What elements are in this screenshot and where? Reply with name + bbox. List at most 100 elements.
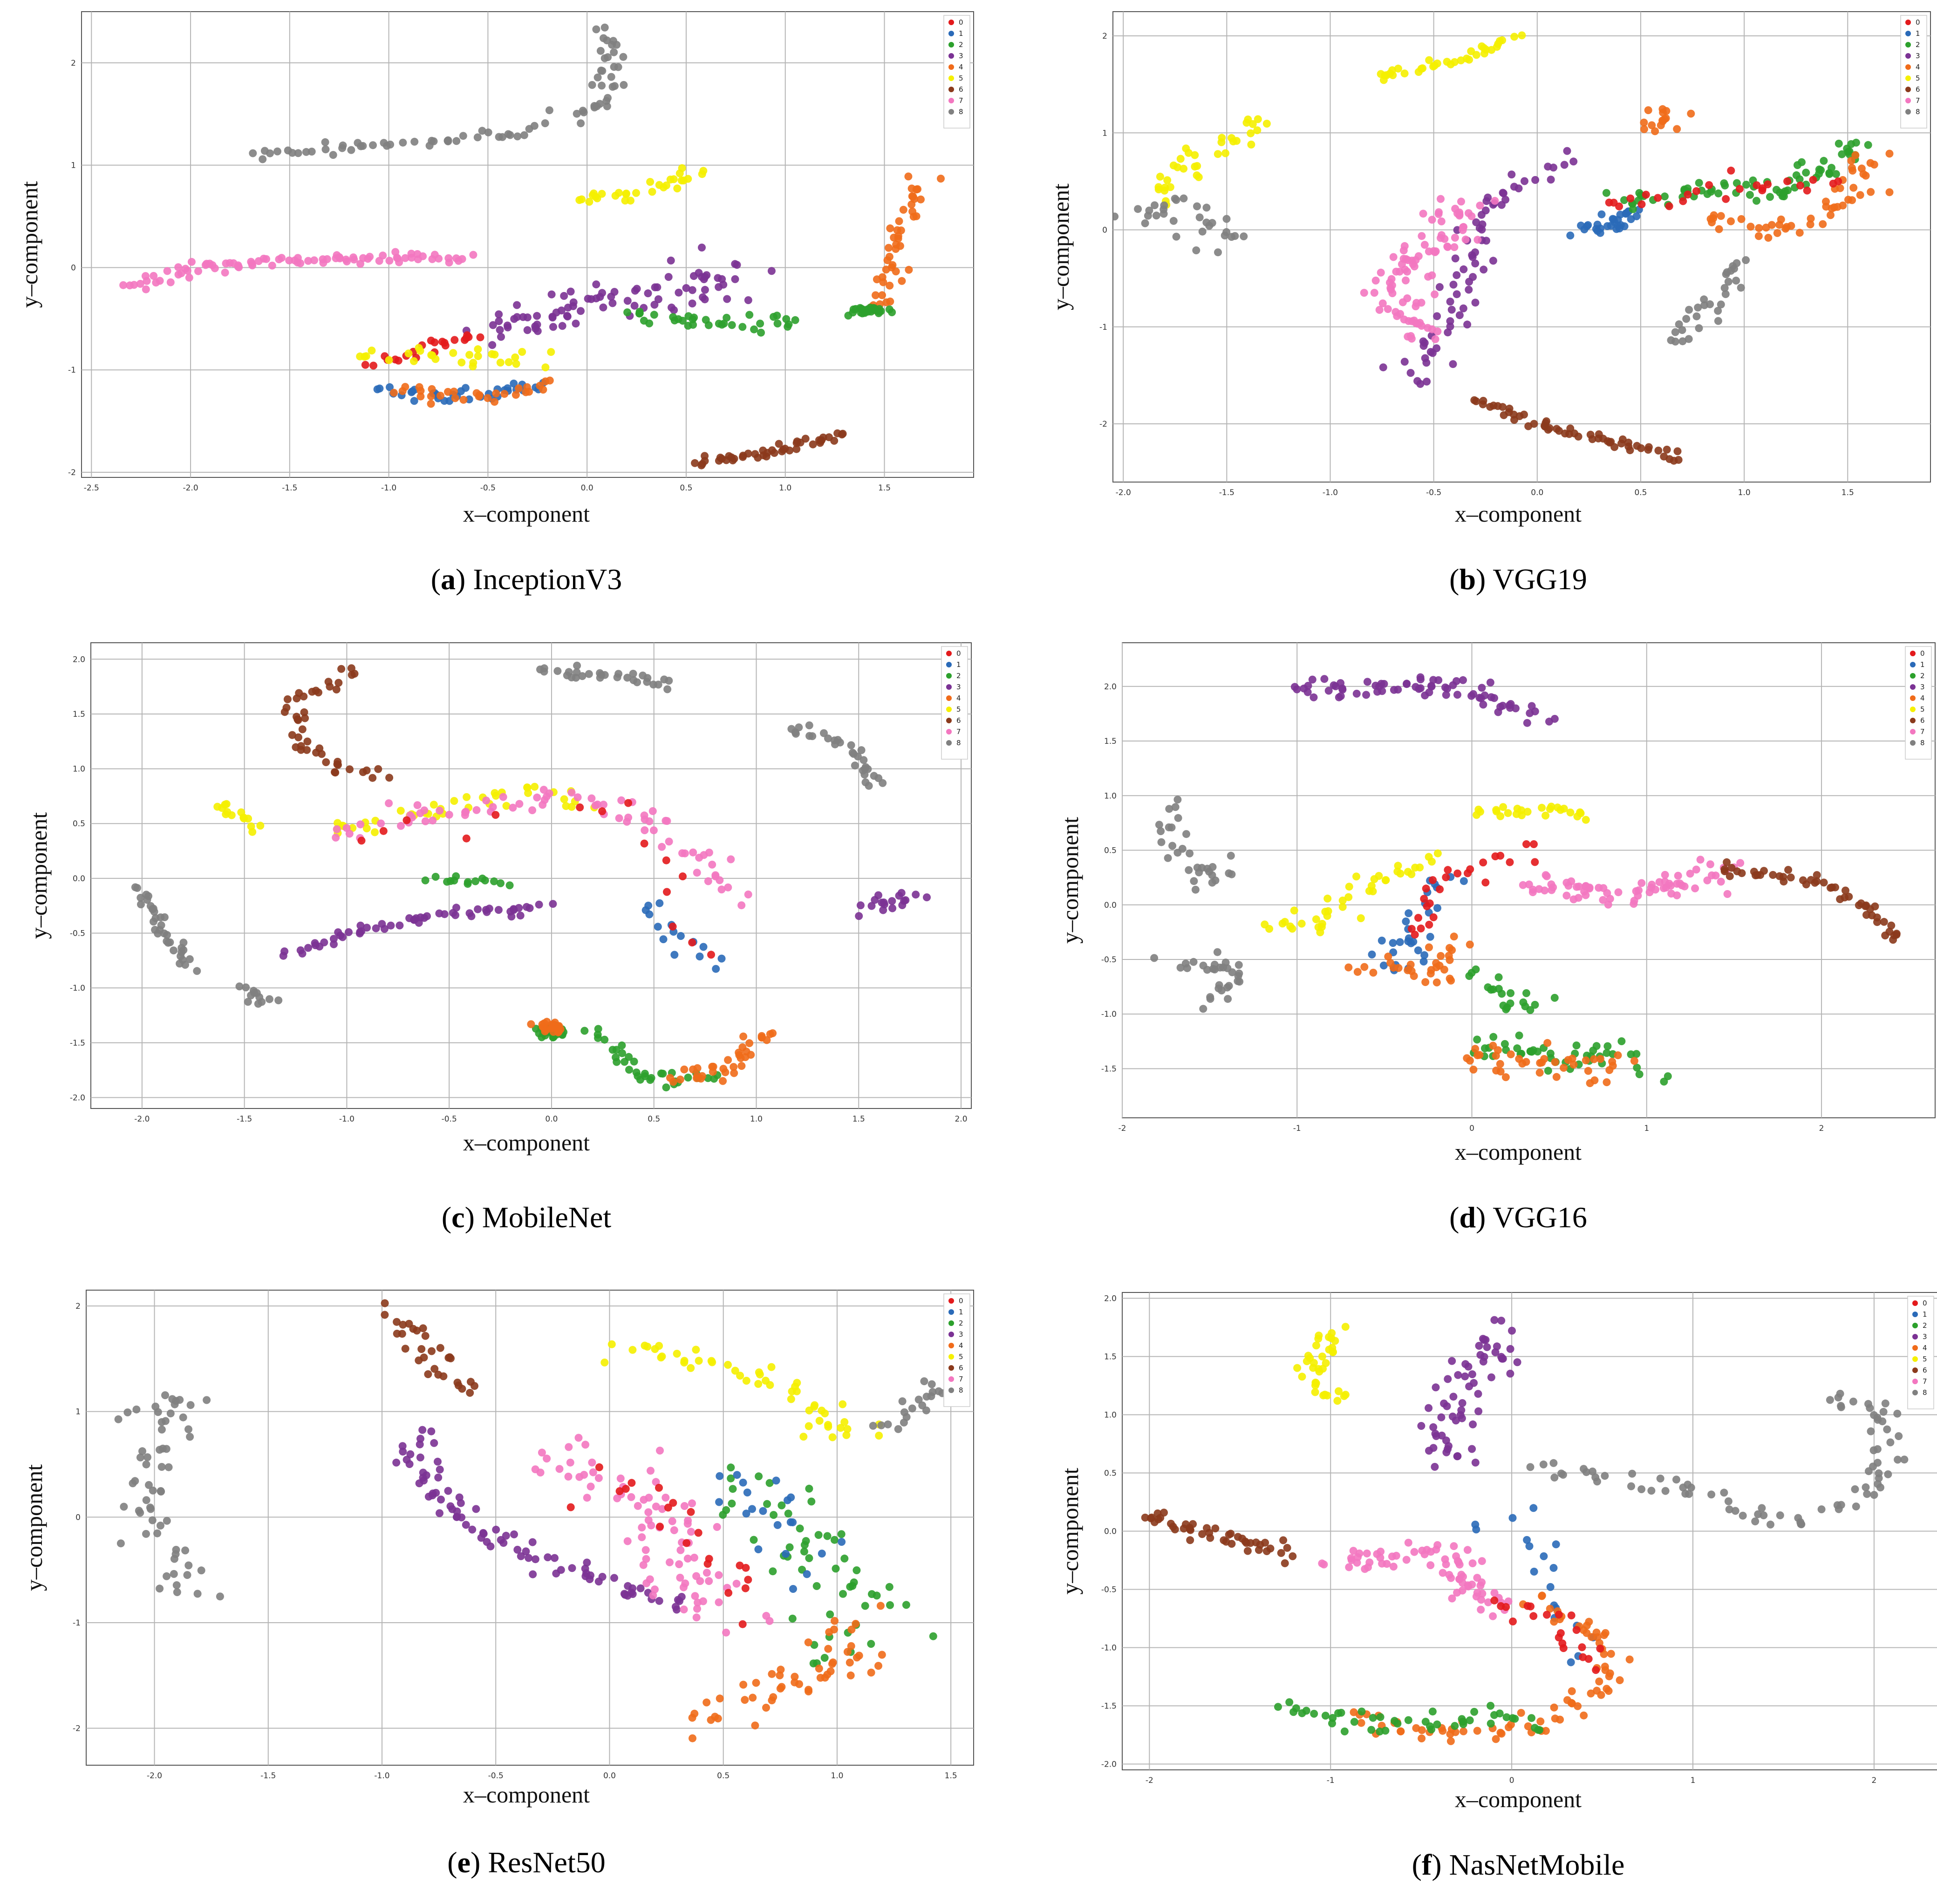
data-point-class-3 (1483, 1343, 1491, 1351)
data-point-class-4 (741, 1053, 750, 1061)
data-point-class-7 (458, 255, 466, 263)
data-point-class-8 (498, 133, 506, 141)
data-point-class-2 (594, 1034, 602, 1042)
data-point-class-2 (1404, 1716, 1412, 1724)
data-point-class-3 (674, 1596, 682, 1604)
data-point-class-5 (1281, 918, 1289, 926)
data-point-class-2 (1329, 1714, 1337, 1722)
data-point-class-3 (1379, 363, 1387, 372)
data-point-class-3 (531, 1555, 539, 1564)
data-point-class-7 (1375, 306, 1384, 314)
data-point-class-6 (1277, 1549, 1285, 1557)
y-tick-label: 0 (71, 263, 76, 272)
data-point-class-1 (759, 1507, 767, 1515)
data-point-class-6 (759, 446, 767, 455)
data-point-class-8 (430, 137, 438, 145)
data-point-class-8 (321, 145, 330, 154)
data-point-class-8 (609, 37, 617, 45)
x-tick-label: -2 (1146, 1776, 1153, 1785)
data-point-class-6 (334, 679, 343, 687)
data-point-class-5 (1433, 849, 1442, 857)
data-point-class-5 (1218, 134, 1226, 142)
data-point-class-6 (1780, 877, 1788, 886)
data-point-class-3 (1449, 360, 1457, 368)
data-point-class-2 (756, 320, 764, 328)
data-point-class-3 (610, 288, 619, 296)
panel-caption: (c) MobileNet (442, 1201, 612, 1234)
data-point-class-0 (744, 1576, 752, 1584)
data-point-class-3 (1457, 1406, 1466, 1414)
data-point-class-4 (892, 267, 900, 276)
legend-label-5: 5 (1916, 74, 1920, 82)
data-point-class-4 (886, 297, 894, 306)
data-point-class-0 (741, 1584, 750, 1592)
data-point-class-4 (1426, 969, 1435, 978)
data-point-class-3 (1510, 183, 1518, 191)
data-point-class-5 (1566, 809, 1575, 816)
data-point-class-7 (639, 1561, 648, 1569)
data-point-class-8 (869, 1421, 877, 1430)
data-point-class-3 (492, 1525, 500, 1534)
data-point-class-5 (767, 1363, 776, 1371)
data-point-class-6 (1279, 1536, 1288, 1544)
data-point-class-3 (549, 323, 557, 331)
data-point-class-2 (1289, 1708, 1298, 1716)
data-point-class-5 (578, 195, 586, 204)
data-point-class-7 (1404, 1538, 1412, 1547)
x-tick-label: 0.5 (648, 1115, 660, 1124)
data-point-class-3 (1451, 254, 1460, 263)
data-point-class-8 (235, 982, 244, 991)
data-point-class-5 (1221, 149, 1230, 157)
data-point-class-5 (843, 1425, 852, 1433)
data-point-class-3 (1362, 691, 1371, 699)
data-point-class-6 (1827, 884, 1835, 892)
data-point-class-1 (803, 1570, 811, 1578)
data-point-class-8 (1884, 1470, 1892, 1478)
data-point-class-4 (492, 389, 500, 398)
data-point-class-5 (805, 1406, 813, 1414)
data-point-class-3 (682, 284, 690, 292)
data-point-class-7 (642, 1555, 650, 1563)
data-point-class-3 (405, 1460, 414, 1468)
legend-marker-7 (1905, 98, 1911, 103)
data-point-class-4 (886, 224, 894, 232)
data-point-class-8 (274, 996, 283, 1005)
data-point-class-7 (1467, 212, 1476, 220)
data-point-class-4 (878, 291, 886, 299)
data-point-class-8 (193, 967, 201, 975)
data-point-class-3 (1432, 1383, 1440, 1392)
data-point-class-8 (260, 147, 269, 155)
data-point-class-8 (620, 81, 628, 89)
data-point-class-8 (172, 1581, 181, 1589)
data-point-class-8 (1864, 1400, 1872, 1408)
data-point-class-2 (738, 323, 747, 331)
y-axis-label: y–component (16, 181, 42, 308)
x-tick-label: 1.5 (853, 1115, 865, 1124)
data-point-class-8 (596, 100, 604, 108)
y-tick-label: -1.0 (1101, 1010, 1117, 1019)
data-point-class-8 (120, 1503, 128, 1511)
data-point-class-5 (523, 783, 532, 792)
data-point-class-4 (737, 1062, 746, 1070)
legend-label-1: 1 (959, 1308, 963, 1316)
data-point-class-8 (604, 94, 612, 102)
data-point-class-3 (688, 299, 696, 308)
y-tick-label: 2 (1102, 32, 1107, 41)
data-point-class-3 (532, 325, 540, 333)
data-point-class-7 (1383, 1560, 1391, 1568)
y-tick-label: 0 (75, 1513, 81, 1522)
data-point-class-5 (1311, 1388, 1319, 1396)
data-point-class-0 (1529, 1612, 1538, 1620)
data-point-class-3 (855, 912, 863, 920)
data-point-class-7 (393, 254, 402, 263)
data-point-class-5 (1462, 54, 1471, 63)
data-point-class-1 (1405, 909, 1413, 918)
data-point-class-5 (1546, 805, 1554, 813)
data-point-class-3 (577, 307, 585, 315)
data-point-class-4 (1507, 1050, 1515, 1059)
data-point-class-3 (1477, 211, 1486, 219)
data-point-class-6 (1228, 1540, 1236, 1548)
data-point-class-8 (163, 931, 171, 939)
data-point-class-8 (1717, 300, 1725, 309)
data-point-class-8 (1185, 866, 1193, 874)
